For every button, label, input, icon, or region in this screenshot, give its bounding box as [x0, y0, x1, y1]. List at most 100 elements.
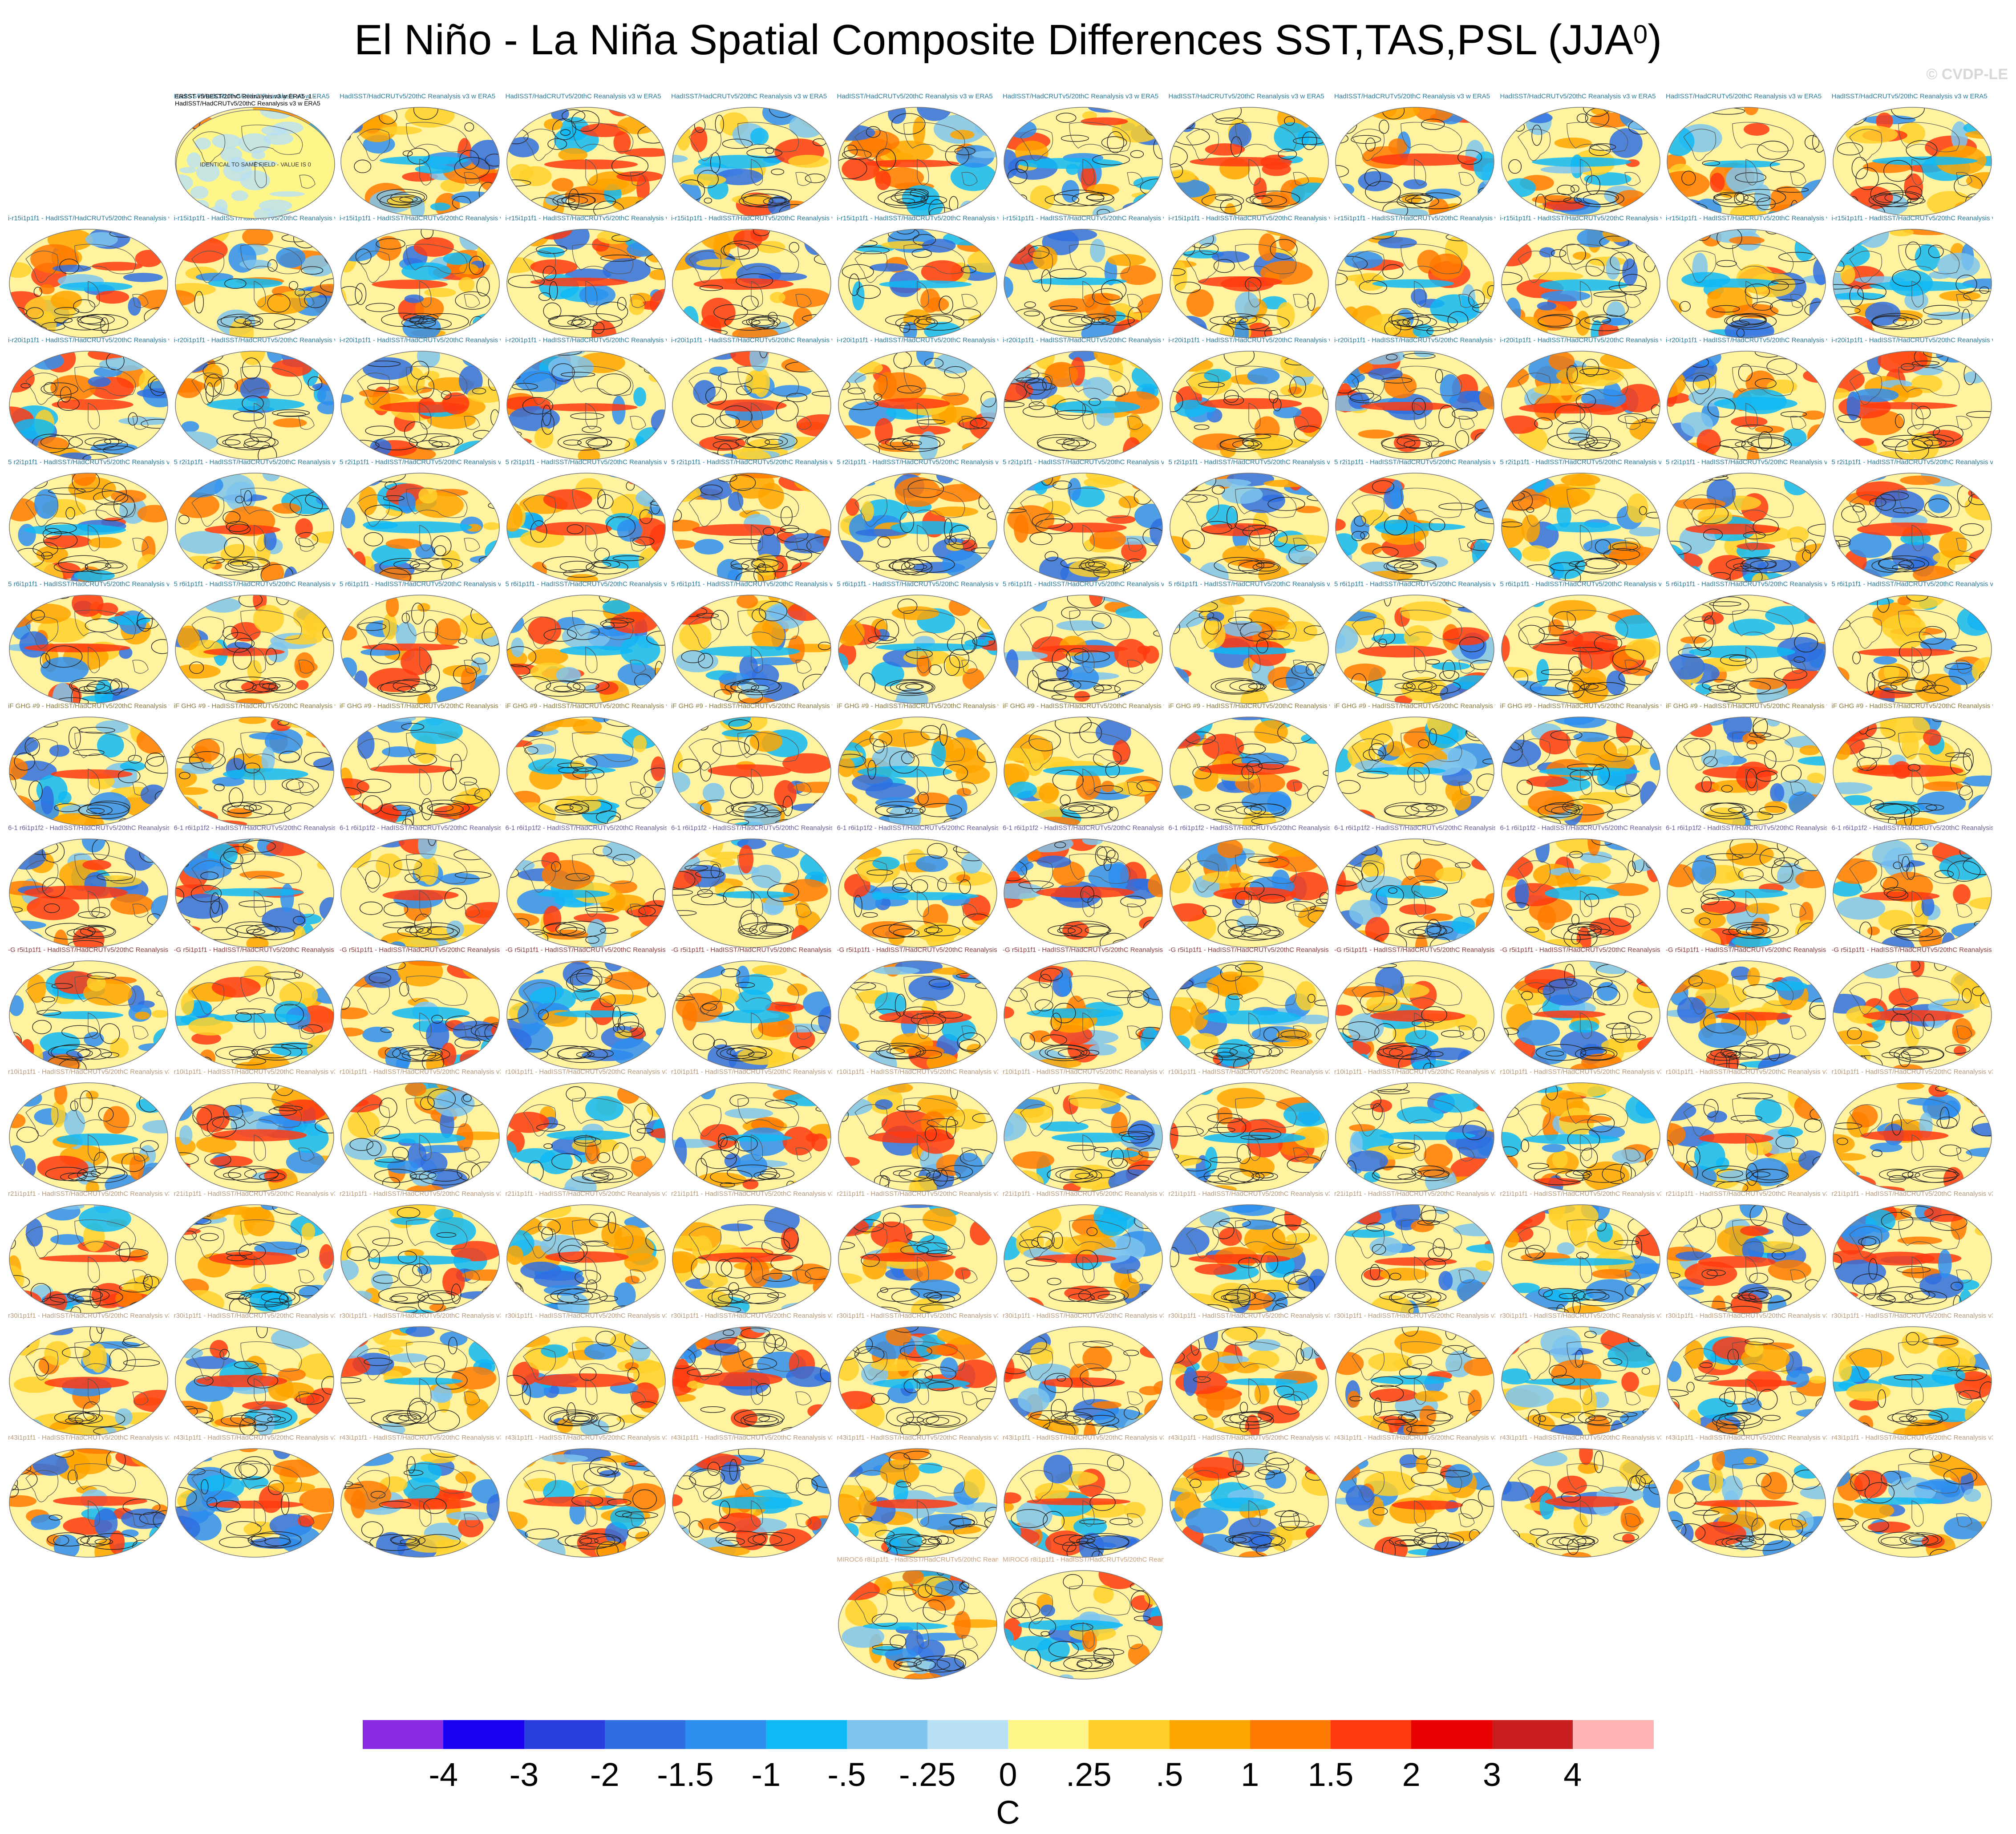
global-map	[1501, 1082, 1660, 1192]
map-panel: r21i1p1f1 - HadISST/HadCRUTv5/20thC Rean…	[1832, 1190, 1993, 1315]
panel-label: r21i1p1f1 - HadISST/HadCRUTv5/20thC Rean…	[505, 1190, 667, 1198]
global-map	[1004, 717, 1163, 826]
panel-label: HadISST/HadCRUTv5/20thC Reanalysis v3 w …	[837, 93, 993, 100]
global-map	[1832, 838, 1992, 948]
global-map	[340, 1326, 500, 1436]
map-panel: r21i1p1f1 - HadISST/HadCRUTv5/20thC Rean…	[837, 1190, 998, 1315]
panel-label: MIROC6 r8i1p1f1 - HadISST/HadCRUTv5/20th…	[837, 1556, 998, 1563]
observations-label-line2: HadISST/HadCRUTv5/20thC Reanalysis v3 w …	[175, 100, 320, 107]
map-panel: r21i1p1f1 - HadISST/HadCRUTv5/20thC Rean…	[671, 1190, 832, 1315]
map-panel: HadISST/HadCRUTv5/20thC Reanalysis v3 w …	[1666, 93, 1827, 217]
global-map	[9, 960, 168, 1070]
panel-label: 5 r2i1p1f1 - HadISST/HadCRUTv5/20thC Rea…	[1334, 458, 1495, 466]
map-panel: 5 r6i1p1f1 - HadISST/HadCRUTv5/20thC Rea…	[506, 580, 667, 705]
map-panel: r30i1p1f1 - HadISST/HadCRUTv5/20thC Rean…	[174, 1312, 335, 1437]
global-map	[1335, 1326, 1494, 1436]
global-map	[1667, 595, 1826, 704]
map-panel: HadISST/HadCRUTv5/20thC Reanalysis v3 w …	[1832, 93, 1993, 217]
colorbar-tick-label: 1.5	[1308, 1756, 1354, 1793]
map-panel: r30i1p1f1 - HadISST/HadCRUTv5/20thC Rean…	[671, 1312, 832, 1437]
map-panel: 5 r2i1p1f1 - HadISST/HadCRUTv5/20thC Rea…	[340, 458, 501, 583]
map-panel: r21i1p1f1 - HadISST/HadCRUTv5/20thC Rean…	[8, 1190, 169, 1315]
panel-label: i-r15i1p1f1 - HadISST/HadCRUTv5/20thC Re…	[8, 215, 169, 222]
map-panel: r21i1p1f1 - HadISST/HadCRUTv5/20thC Rean…	[340, 1190, 501, 1315]
global-map	[672, 107, 831, 216]
global-map	[838, 1204, 997, 1314]
map-panel: 5 r2i1p1f1 - HadISST/HadCRUTv5/20thC Rea…	[506, 458, 667, 583]
panel-label: -G r5i1p1f1 - HadISST/HadCRUTv5/20thC Re…	[8, 946, 169, 954]
map-panel: i-r15i1p1f1 - HadISST/HadCRUTv5/20thC Re…	[8, 215, 169, 339]
panel-label: i-r20i1p1f1 - HadISST/HadCRUTv5/20thC Re…	[174, 336, 335, 344]
panel-label: iF GHG #9 - HadISST/HadCRUTv5/20thC Rean…	[174, 702, 335, 710]
map-panel: r30i1p1f1 - HadISST/HadCRUTv5/20thC Rean…	[837, 1312, 998, 1437]
map-panel: i-r15i1p1f1 - HadISST/HadCRUTv5/20thC Re…	[1832, 215, 1993, 339]
panel-label: iF GHG #9 - HadISST/HadCRUTv5/20thC Rean…	[1666, 702, 1827, 710]
map-panel: r10i1p1f1 - HadISST/HadCRUTv5/20thC Rean…	[340, 1068, 501, 1193]
map-panel: 5 r2i1p1f1 - HadISST/HadCRUTv5/20thC Rea…	[174, 458, 335, 583]
panel-label: 5 r2i1p1f1 - HadISST/HadCRUTv5/20thC Rea…	[8, 458, 169, 466]
global-map	[672, 1448, 831, 1558]
panel-label: -G r5i1p1f1 - HadISST/HadCRUTv5/20thC Re…	[1003, 946, 1164, 954]
global-map	[340, 473, 500, 582]
map-panel: 5 r2i1p1f1 - HadISST/HadCRUTv5/20thC Rea…	[1334, 458, 1495, 583]
panel-label: -G r5i1p1f1 - HadISST/HadCRUTv5/20thC Re…	[1168, 946, 1330, 954]
colorbar-swatch	[604, 1720, 686, 1749]
panel-label: i-r15i1p1f1 - HadISST/HadCRUTv5/20thC Re…	[340, 215, 501, 222]
panel-label: 5 r2i1p1f1 - HadISST/HadCRUTv5/20thC Rea…	[1666, 458, 1827, 466]
panel-label: r30i1p1f1 - HadISST/HadCRUTv5/20thC Rean…	[1168, 1312, 1330, 1320]
map-panel: 5 r2i1p1f1 - HadISST/HadCRUTv5/20thC Rea…	[1500, 458, 1661, 583]
global-map	[672, 229, 831, 338]
global-map	[174, 838, 334, 948]
global-map	[838, 1082, 997, 1192]
panel-label: r21i1p1f1 - HadISST/HadCRUTv5/20thC Rean…	[1168, 1190, 1330, 1198]
global-map	[340, 1448, 500, 1558]
colorbar-tick-label: 3	[1482, 1756, 1502, 1793]
map-panel: HadISST/HadCRUTv5/20thC Reanalysis v3 w …	[1500, 93, 1661, 217]
panel-label: r43i1p1f1 - HadISST/HadCRUTv5/20thC Rean…	[8, 1434, 169, 1441]
map-panel: i-r20i1p1f1 - HadISST/HadCRUTv5/20thC Re…	[671, 336, 832, 461]
global-map	[1004, 351, 1163, 460]
global-map	[506, 473, 666, 582]
panel-label: r21i1p1f1 - HadISST/HadCRUTv5/20thC Rean…	[1334, 1190, 1495, 1198]
panel-label: i-r15i1p1f1 - HadISST/HadCRUTv5/20thC Re…	[837, 215, 998, 222]
panel-label: i-r20i1p1f1 - HadISST/HadCRUTv5/20thC Re…	[340, 336, 501, 344]
global-map	[1169, 473, 1329, 582]
panel-label: 6-1 r6i1p1f2 - HadISST/HadCRUTv5/20thC R…	[505, 824, 667, 832]
panel-label: r43i1p1f1 - HadISST/HadCRUTv5/20thC Rean…	[1500, 1434, 1661, 1441]
panel-label: i-r20i1p1f1 - HadISST/HadCRUTv5/20thC Re…	[671, 336, 832, 344]
panel-label: iF GHG #9 - HadISST/HadCRUTv5/20thC Rean…	[505, 702, 667, 710]
global-map	[672, 717, 831, 826]
map-panel: r30i1p1f1 - HadISST/HadCRUTv5/20thC Rean…	[1003, 1312, 1164, 1437]
global-map	[1004, 595, 1163, 704]
map-panel: r43i1p1f1 - HadISST/HadCRUTv5/20thC Rean…	[340, 1434, 501, 1559]
panel-label: 5 r6i1p1f1 - HadISST/HadCRUTv5/20thC Rea…	[1500, 580, 1661, 588]
panel-label: HadISST/HadCRUTv5/20thC Reanalysis v3 w …	[1003, 93, 1159, 100]
map-panel: 5 r6i1p1f1 - HadISST/HadCRUTv5/20thC Rea…	[1334, 580, 1495, 705]
global-map	[838, 717, 997, 826]
global-map	[174, 595, 334, 704]
global-map	[9, 595, 168, 704]
global-map	[1335, 107, 1494, 216]
panel-label: r30i1p1f1 - HadISST/HadCRUTv5/20thC Rean…	[671, 1312, 832, 1320]
panel-label: iF GHG #9 - HadISST/HadCRUTv5/20thC Rean…	[1831, 702, 1993, 710]
colorbar-tick-label: -.25	[899, 1756, 956, 1793]
map-panel: i-r15i1p1f1 - HadISST/HadCRUTv5/20thC Re…	[1334, 215, 1495, 339]
global-map	[838, 595, 997, 704]
map-panel: iF GHG #9 - HadISST/HadCRUTv5/20thC Rean…	[837, 702, 998, 827]
map-panel: iF GHG #9 - HadISST/HadCRUTv5/20thC Rean…	[1169, 702, 1330, 827]
global-map	[174, 1204, 334, 1314]
global-map	[9, 1082, 168, 1192]
global-map	[1667, 229, 1826, 338]
panel-label: r30i1p1f1 - HadISST/HadCRUTv5/20thC Rean…	[1831, 1312, 1993, 1320]
global-map	[340, 107, 500, 216]
colorbar-swatch	[1089, 1720, 1170, 1749]
colorbar-tick-labels: -4 -3 -2 -1.5 -1 -.5 -.25 0 .25 .5 1 1.5 2 3 4	[0, 1756, 2016, 1796]
panel-label: r21i1p1f1 - HadISST/HadCRUTv5/20thC Rean…	[837, 1190, 998, 1198]
panel-label: r43i1p1f1 - HadISST/HadCRUTv5/20thC Rean…	[505, 1434, 667, 1441]
panel-label: r21i1p1f1 - HadISST/HadCRUTv5/20thC Rean…	[1831, 1190, 1993, 1198]
global-map	[1667, 1326, 1826, 1436]
panel-label: r21i1p1f1 - HadISST/HadCRUTv5/20thC Rean…	[8, 1190, 169, 1198]
panel-label: 6-1 r6i1p1f2 - HadISST/HadCRUTv5/20thC R…	[8, 824, 169, 832]
map-panel: HadISST/HadCRUTv5/20thC Reanalysis v3 w …	[671, 93, 832, 217]
panel-label: HadISST/HadCRUTv5/20thC Reanalysis v3 w …	[1831, 93, 1988, 100]
